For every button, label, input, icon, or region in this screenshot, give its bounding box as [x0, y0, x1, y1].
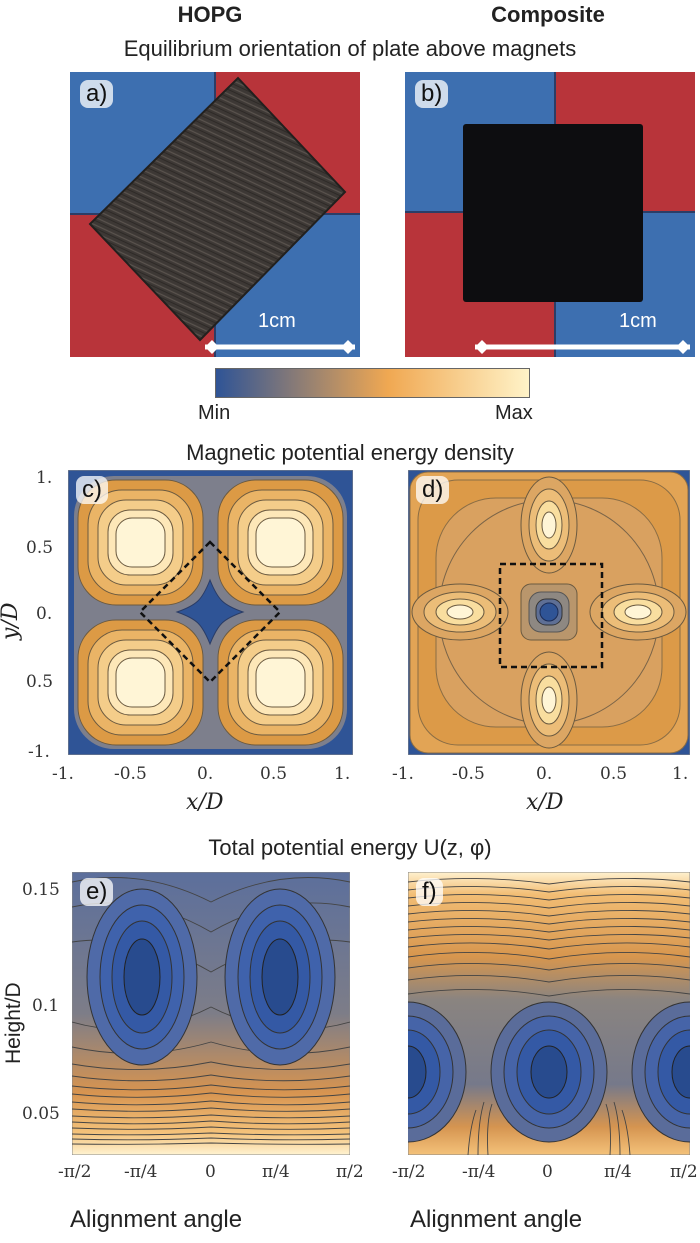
xtick-c-2: 0. [197, 764, 214, 784]
lobe-left [411, 583, 509, 641]
lobe-right [589, 583, 687, 641]
xlabel-d: x/D [526, 790, 564, 815]
xtick-e-2: 0 [205, 1162, 216, 1182]
plot-f: f) [349, 871, 700, 1156]
xtick-e-1: -π/4 [124, 1162, 158, 1182]
ytick-c-4: -1. [28, 742, 50, 762]
panel-label-e: e) [80, 878, 114, 906]
xtick-c-1: -0.5 [114, 764, 147, 784]
contour-lines-f-bottom [467, 1101, 631, 1156]
panel-label-b: b) [415, 80, 449, 108]
xtick-d-0: -1. [392, 764, 414, 784]
ytick-c-2: 0. [36, 604, 53, 624]
xtick-f-0: -π/2 [392, 1162, 426, 1182]
column-header-hopg: HOPG [177, 2, 243, 27]
contour-plot-f [349, 871, 700, 1156]
plot-d: d) [407, 469, 691, 756]
panel-label-f: f) [416, 878, 443, 906]
xtick-e-3: π/4 [262, 1162, 290, 1182]
panel-label-c: c) [76, 476, 108, 504]
xtick-c-4: 1. [334, 764, 351, 784]
ylabel-c: y/D [0, 602, 23, 640]
panel-label-a: a) [80, 80, 114, 108]
wells-e [86, 888, 336, 1066]
center-well [520, 583, 578, 641]
xtick-e-0: -π/2 [58, 1162, 92, 1182]
lobe-top [520, 476, 578, 574]
section-title-total: Total potential energy U(z, φ) [208, 835, 492, 860]
lobe-top-left [77, 479, 204, 606]
photo-composite: b) 1cm [405, 72, 695, 357]
lobe-top-right [217, 479, 344, 606]
colorbar-max-label: Max [495, 402, 533, 424]
ytick-c-1: 0.5 [26, 538, 54, 558]
contour-lines-f [407, 878, 691, 997]
xlabel-c: x/D [186, 790, 224, 815]
colorbar-min-label: Min [198, 402, 231, 424]
ytick-e-0: 0.15 [22, 880, 60, 900]
ytick-e-2: 0.05 [22, 1104, 60, 1124]
xtick-f-4: π/2 [670, 1162, 698, 1182]
ytick-e-1: 0.1 [32, 996, 60, 1016]
contour-plot-d [407, 469, 691, 756]
xtick-f-1: -π/4 [462, 1162, 496, 1182]
photo-hopg-image [70, 72, 360, 357]
xtick-d-4: 1. [672, 764, 689, 784]
xlabel-f: Alignment angle [410, 1206, 583, 1233]
xtick-c-3: 0.5 [260, 764, 288, 784]
panel-label-d: d) [416, 476, 450, 504]
xtick-e-4: π/2 [336, 1162, 364, 1182]
xtick-d-2: 0. [536, 764, 553, 784]
xtick-c-0: -1. [52, 764, 74, 784]
xlabel-e: Alignment angle [70, 1206, 243, 1233]
xtick-f-2: 0 [542, 1162, 553, 1182]
column-header-composite: Composite [491, 2, 605, 27]
ylabel-e: Height/D [2, 982, 25, 1064]
colorbar [215, 368, 530, 398]
xtick-d-1: -0.5 [452, 764, 485, 784]
plot-e: e) [71, 871, 351, 1156]
colorbar-gradient [216, 369, 529, 397]
xtick-f-3: π/4 [604, 1162, 632, 1182]
lobe-bottom [520, 651, 578, 749]
scale-bar-label-a: 1cm [258, 310, 296, 332]
photo-composite-image [405, 72, 695, 357]
lobe-bottom-right [217, 619, 344, 746]
plot-c: c) [67, 469, 354, 756]
scale-bar-label-b: 1cm [619, 310, 657, 332]
contour-plot-e [71, 871, 351, 1156]
section-title-density: Magnetic potential energy density [186, 440, 514, 465]
section-title-photos: Equilibrium orientation of plate above m… [123, 36, 577, 61]
ytick-c-3: 0.5 [26, 672, 54, 692]
ytick-c-0: 1. [36, 468, 53, 488]
lobe-bottom-left [77, 619, 204, 746]
xtick-d-3: 0.5 [600, 764, 628, 784]
photo-hopg: a) 1cm [70, 72, 360, 357]
contour-plot-c [67, 469, 354, 756]
